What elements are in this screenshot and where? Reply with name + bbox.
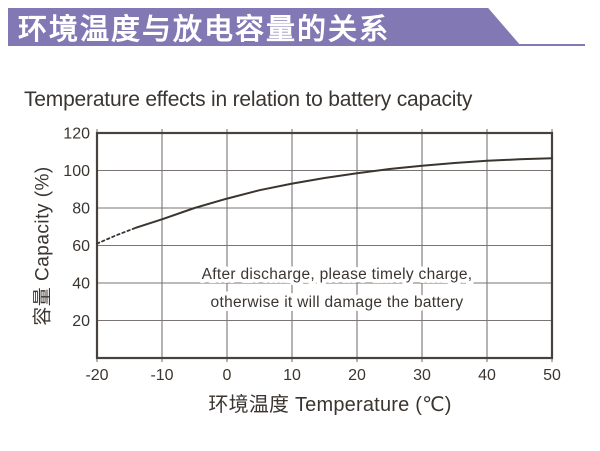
- chart-title: Temperature effects in relation to batte…: [24, 88, 473, 111]
- svg-text:20: 20: [348, 367, 366, 384]
- svg-text:40: 40: [478, 367, 496, 384]
- svg-text:60: 60: [72, 238, 90, 255]
- svg-text:0: 0: [223, 367, 232, 384]
- svg-text:-10: -10: [150, 367, 173, 384]
- svg-text:50: 50: [543, 367, 561, 384]
- header-banner-title: 环境温度与放电容量的关系: [18, 14, 391, 46]
- capacity-curve-dashed: [96, 226, 137, 245]
- svg-text:-20: -20: [85, 367, 108, 384]
- capacity-temperature-chart: After discharge, please timely charge, ot…: [63, 126, 561, 385]
- header-banner: 环境温度与放电容量的关系: [8, 8, 521, 46]
- header-accent-line: [518, 43, 585, 46]
- svg-text:120: 120: [63, 126, 90, 143]
- svg-text:40: 40: [72, 276, 90, 293]
- svg-text:80: 80: [72, 201, 90, 218]
- y-axis-label: 容量 Capacity (%): [32, 166, 54, 326]
- tick-labels: 20 40 60 80 100 120 -20 -10 0 10 20 30 40 50: [63, 126, 561, 385]
- annotation: After discharge, please timely charge, ot…: [198, 262, 476, 315]
- x-axis-label: 环境温度 Temperature (℃): [208, 394, 452, 416]
- svg-text:otherwise it will damage the b: otherwise it will damage the battery: [211, 294, 464, 311]
- plot-border: [95, 131, 554, 360]
- svg-text:100: 100: [63, 163, 90, 180]
- svg-text:20: 20: [72, 313, 90, 330]
- gridlines: [96, 129, 553, 362]
- capacity-curve: [135, 157, 553, 229]
- svg-text:10: 10: [283, 367, 301, 384]
- svg-text:After discharge, please timely: After discharge, please timely charge,: [202, 266, 473, 283]
- svg-text:30: 30: [413, 367, 431, 384]
